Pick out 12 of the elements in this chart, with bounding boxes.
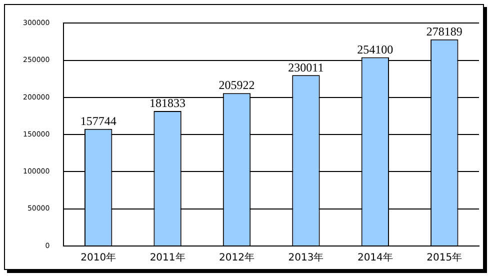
x-tick-label: 2010年	[80, 252, 116, 264]
data-label: 278189	[426, 24, 462, 39]
x-tick-label: 2015年	[426, 252, 462, 264]
x-tick-label: 2012年	[219, 252, 254, 264]
data-label: 230011	[288, 60, 324, 74]
data-label: 254100	[357, 42, 394, 56]
x-tick-label: 2013年	[288, 252, 324, 264]
x-tick-label: 2011年	[150, 252, 186, 264]
data-label: 157744	[80, 114, 116, 128]
data-label: 181833	[150, 96, 186, 110]
data-label: 205922	[218, 78, 255, 92]
x-tick-label: 2014年	[357, 252, 393, 264]
